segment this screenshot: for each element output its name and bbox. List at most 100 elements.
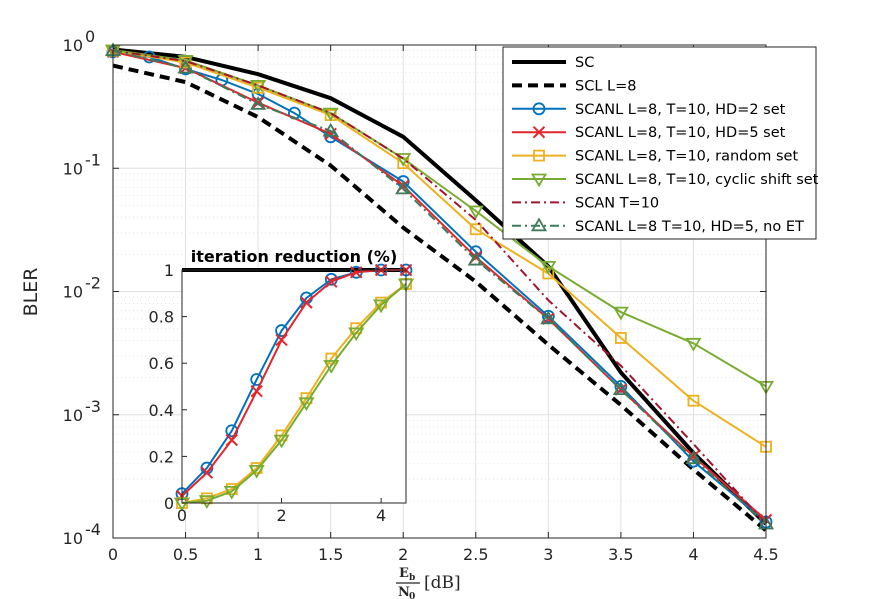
series-line-scanl-l-8-t-10-cyclic-shift-set xyxy=(112,49,767,388)
inset-title: iteration reduction (%) xyxy=(191,247,398,266)
inset-x-tick-label: 0 xyxy=(177,506,187,525)
series-line-scan-t-10 xyxy=(112,49,767,525)
inset-series-line-scanl-l-8-t-10-random-set xyxy=(181,283,407,504)
legend-label: SCANL L=8, T=10, HD=5 set xyxy=(575,125,786,141)
y-tick-label: 10 xyxy=(63,159,83,178)
inset-data-point-scanl-l-8-t-10-hd-5-set xyxy=(350,266,363,279)
data-point-scanl-l-8-t-10-random-set xyxy=(469,223,482,236)
y-tick-label: 10 xyxy=(63,36,83,55)
x-tick-label: 1 xyxy=(253,545,263,564)
legend-marker-scanl-l-8-t-10-random-set xyxy=(533,149,545,162)
series-line-scanl-l-8-t-10-hd-5-no-et xyxy=(112,49,767,525)
inset-data-point-scanl-l-8-t-10-hd-5-set-stroke-b xyxy=(325,275,338,288)
legend-label: SCL L=8 xyxy=(575,78,636,94)
legend-marker-scanl-l-8-t-10-hd-5-set xyxy=(532,125,546,139)
legend-item-sc: SC xyxy=(512,55,594,71)
legend-label: SC xyxy=(575,55,594,71)
main-series xyxy=(104,42,775,533)
inset-x-tick-label: 4 xyxy=(376,506,386,525)
x-axis-label-denominator: N xyxy=(398,585,410,599)
inset-y-tick-label: 0.2 xyxy=(149,447,174,466)
data-point-scanl-l-8-t-10-hd-5-no-et xyxy=(540,310,557,325)
data-point-scanl-l-8-t-10-cyclic-shift-set xyxy=(467,205,484,220)
data-point-scanl-l-8-t-10-hd-5-no-et xyxy=(322,122,339,137)
inset-data-point-scanl-l-8-t-10-cyclic-shift-set xyxy=(223,485,240,500)
x-tick-label: 4.5 xyxy=(753,545,778,564)
legend-item-scl-l-8: SCL L=8 xyxy=(512,78,636,94)
inset-data-point-scanl-l-8-t-10-cyclic-shift-set xyxy=(273,434,290,449)
data-point-scanl-l-8-t-10-random-set xyxy=(614,332,627,344)
legend-marker-scanl-l-8-t-10-hd-5-no-et xyxy=(530,217,548,232)
x-tick-label: 1.5 xyxy=(318,545,343,564)
inset-data-point-scanl-l-8-t-10-hd-5-set xyxy=(275,333,288,347)
data-point-scanl-l-8-t-10-random-set xyxy=(687,394,700,407)
series-line-sc xyxy=(112,47,768,526)
inset-x-tick-label: 2 xyxy=(276,506,286,525)
y-tick-label-exponent: -3 xyxy=(85,397,101,416)
data-point-scanl-l-8-t-10-hd-5-no-et xyxy=(177,59,194,74)
x-tick-label: 3 xyxy=(543,545,553,564)
inset-data-point-scanl-l-8-t-10-hd-5-set xyxy=(250,384,263,398)
data-point-scanl-l-8-t-10-hd-5-no-et xyxy=(685,450,702,465)
inset-axes-box xyxy=(181,269,407,504)
inset-data-point-scanl-l-8-t-10-cyclic-shift-set xyxy=(373,299,390,314)
legend-item-scanl-l-8-t-10-cyclic-shift-set: SCANL L=8, T=10, cyclic shift set xyxy=(512,172,819,188)
y-tick-label: 10 xyxy=(63,283,83,302)
legend-box xyxy=(502,46,817,240)
legend-item-scan-t-10: SCAN T=10 xyxy=(512,195,659,211)
legend-items: SC SCL L=8 SCANL L=8, T=10, HD=2 set SCANL … xyxy=(512,55,819,235)
x-tick-label: 0 xyxy=(108,545,118,564)
inset-y-tick-label: 0.6 xyxy=(149,354,174,373)
y-tick-label-exponent: -1 xyxy=(85,150,101,169)
inset-data-point-scanl-l-8-t-10-hd-5-set xyxy=(200,466,214,479)
y-tick-label: 10 xyxy=(63,406,83,425)
inset-data-point-scanl-l-8-t-10-hd-5-set xyxy=(225,433,238,447)
inset-y-tick-label: 0.8 xyxy=(149,308,174,327)
data-point-scanl-l-8-t-10-hd-5-no-et xyxy=(250,96,267,110)
data-point-scanl-l-8-t-10-hd-5-no-et xyxy=(612,381,629,395)
legend-item-scanl-l-8-t-10-hd-5-set: SCANL L=8, T=10, HD=5 set xyxy=(512,125,786,141)
legend-marker-scanl-l-8-t-10-hd-5-set-stroke-b xyxy=(532,125,546,139)
inset-data-point-scanl-l-8-t-10-hd-5-set-stroke-b xyxy=(250,384,263,398)
x-tick-label: 3.5 xyxy=(608,545,633,564)
inset-data-point-scanl-l-8-t-10-cyclic-shift-set xyxy=(298,397,315,412)
legend-item-scanl-l-8-t-10-hd-2-set: SCANL L=8, T=10, HD=2 set xyxy=(512,102,786,118)
inset: iteration reduction (%) 0 2 4 0 0.2 0.4 0.6 0.8… xyxy=(149,247,415,525)
inset-ticks: 0 2 4 0 0.2 0.4 0.6 0.8 1 xyxy=(149,261,387,525)
y-tick-label-exponent: -2 xyxy=(85,274,101,293)
data-point-scanl-l-8-t-10-cyclic-shift-set xyxy=(685,337,702,352)
inset-series-line-scanl-l-8-t-10-hd-5-set xyxy=(181,269,406,497)
data-point-scanl-l-8-t-10-hd-5-set-stroke-b xyxy=(251,96,265,109)
legend: SC SCL L=8 SCANL L=8, T=10, HD=2 set SCANL … xyxy=(502,46,819,240)
legend-label: SCANL L=8 T=10, HD=5, no ET xyxy=(575,219,804,235)
data-point-scanl-l-8-t-10-cyclic-shift-set xyxy=(395,153,412,167)
legend-label: SCANL L=8, T=10, cyclic shift set xyxy=(575,172,819,188)
inset-data-point-scanl-l-8-t-10-cyclic-shift-set xyxy=(198,495,215,509)
x-tick-label: 0.5 xyxy=(173,545,198,564)
inset-data-point-scanl-l-8-t-10-cyclic-shift-set xyxy=(323,360,340,374)
data-point-scanl-l-8-t-10-cyclic-shift-set xyxy=(612,306,629,321)
x-axis-label-unit: [dB] xyxy=(424,573,461,593)
x-axis-label-denominator-sub: 0 xyxy=(409,592,415,599)
x-axis-label: E b N 0 [dB] xyxy=(396,566,461,599)
data-point-scanl-l-8-t-10-hd-5-no-et xyxy=(395,180,412,195)
inset-y-tick-label: 0.4 xyxy=(149,401,174,420)
inset-data-point-scanl-l-8-t-10-hd-5-set-stroke-b xyxy=(350,266,363,279)
inset-data-point-scanl-l-8-t-10-hd-5-set xyxy=(300,296,313,309)
y-axis-label: BLER xyxy=(20,268,42,317)
inset-data-point-scanl-l-8-t-10-hd-5-set-stroke-b xyxy=(275,333,288,347)
inset-y-tick-label: 1 xyxy=(164,261,174,280)
legend-item-scanl-l-8-t-10-hd-5-no-et: SCANL L=8 T=10, HD=5, no ET xyxy=(512,217,804,235)
y-tick-label-exponent: -4 xyxy=(85,520,101,539)
legend-marker-scanl-l-8-t-10-hd-2-set xyxy=(532,102,546,116)
series-line-scanl-l-8-t-10-random-set xyxy=(112,49,767,448)
x-axis-label-numerator-sub: b xyxy=(409,573,415,583)
legend-item-scanl-l-8-t-10-random-set: SCANL L=8, T=10, random set xyxy=(512,149,798,165)
data-point-scanl-l-8-t-10-hd-5-no-et xyxy=(467,251,484,266)
inset-y-tick-label: 0 xyxy=(164,494,174,513)
legend-label: SCAN T=10 xyxy=(575,195,659,211)
inset-data-point-scanl-l-8-t-10-cyclic-shift-set xyxy=(348,327,365,342)
data-point-scanl-l-8-t-10-cyclic-shift-set xyxy=(540,260,557,275)
